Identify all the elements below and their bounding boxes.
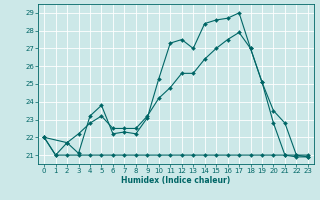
X-axis label: Humidex (Indice chaleur): Humidex (Indice chaleur): [121, 176, 231, 185]
